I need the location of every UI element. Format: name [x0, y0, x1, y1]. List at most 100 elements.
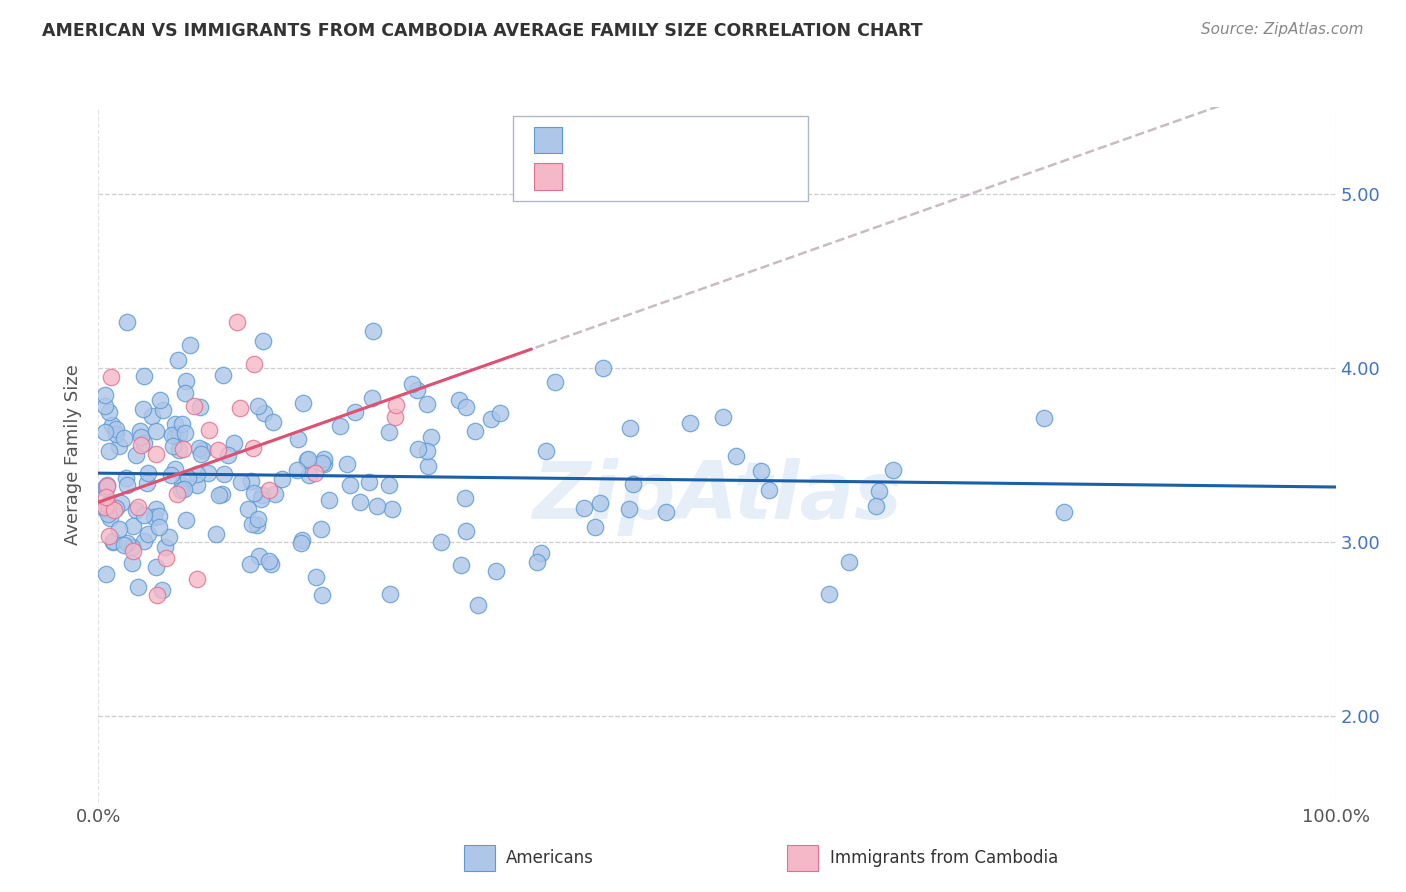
- Point: [621, 476, 644, 491]
- Point: [207, 443, 229, 458]
- Point: [318, 493, 340, 508]
- Point: [129, 429, 152, 443]
- Point: [177, 471, 200, 485]
- Point: [262, 415, 284, 429]
- Point: [536, 443, 558, 458]
- Point: [456, 524, 478, 538]
- Point: [149, 392, 172, 407]
- Point: [314, 457, 336, 471]
- Point: [297, 452, 319, 467]
- Point: [108, 439, 131, 453]
- Point: [260, 558, 283, 572]
- Text: N =: N =: [665, 168, 702, 186]
- Point: [679, 417, 702, 431]
- Point: [481, 412, 503, 426]
- Point: [143, 509, 166, 524]
- Point: [104, 422, 127, 436]
- Point: [592, 361, 614, 376]
- Point: [115, 536, 138, 550]
- Point: [136, 466, 159, 480]
- Point: [252, 334, 274, 349]
- Point: [115, 478, 138, 492]
- Point: [225, 315, 247, 329]
- Point: [134, 508, 156, 523]
- Point: [655, 505, 678, 519]
- Point: [406, 383, 429, 397]
- Point: [160, 428, 183, 442]
- Point: [170, 478, 193, 492]
- Point: [526, 555, 548, 569]
- Point: [94, 481, 117, 495]
- Point: [96, 477, 118, 491]
- Point: [98, 529, 121, 543]
- Point: [170, 483, 193, 498]
- Point: [93, 500, 115, 514]
- Point: [97, 498, 120, 512]
- Point: [125, 448, 148, 462]
- Point: [430, 535, 453, 549]
- Point: [148, 509, 170, 524]
- Point: [530, 546, 553, 560]
- Point: [295, 453, 318, 467]
- Point: [153, 540, 176, 554]
- Point: [150, 582, 173, 597]
- Point: [98, 511, 121, 525]
- Point: [357, 475, 380, 489]
- Text: 27: 27: [693, 168, 723, 186]
- Point: [93, 388, 115, 402]
- Point: [378, 587, 401, 601]
- Text: 0.428: 0.428: [600, 168, 652, 186]
- Point: [304, 466, 326, 480]
- Point: [174, 513, 197, 527]
- Point: [122, 519, 145, 533]
- Point: [157, 530, 180, 544]
- Point: [172, 417, 194, 432]
- Point: [179, 338, 201, 352]
- Point: [344, 405, 367, 419]
- Point: [271, 472, 294, 486]
- Point: [93, 399, 115, 413]
- Point: [583, 519, 606, 533]
- Point: [110, 496, 132, 510]
- Point: [93, 501, 115, 516]
- Point: [127, 580, 149, 594]
- Point: [169, 427, 191, 442]
- Point: [239, 558, 262, 572]
- Point: [311, 456, 333, 470]
- Point: [377, 425, 399, 439]
- Point: [456, 400, 478, 414]
- Point: [152, 403, 174, 417]
- Point: [167, 352, 190, 367]
- Point: [298, 468, 321, 483]
- Point: [250, 492, 273, 507]
- Point: [188, 400, 211, 414]
- Point: [240, 517, 263, 532]
- Point: [174, 374, 197, 388]
- Point: [100, 418, 122, 433]
- Point: [173, 386, 195, 401]
- Point: [574, 500, 596, 515]
- Point: [242, 357, 264, 371]
- Point: [349, 495, 371, 509]
- Point: [263, 487, 285, 501]
- Point: [385, 398, 408, 412]
- Point: [250, 488, 273, 502]
- Point: [174, 425, 197, 440]
- Point: [208, 488, 231, 502]
- Point: [366, 499, 388, 513]
- Point: [211, 487, 233, 501]
- Point: [121, 540, 143, 554]
- Point: [162, 439, 184, 453]
- Point: [292, 396, 315, 410]
- Point: [229, 475, 252, 490]
- Point: [98, 405, 121, 419]
- Point: [360, 391, 382, 405]
- Point: [167, 443, 190, 458]
- Point: [112, 538, 135, 552]
- Point: [186, 467, 208, 481]
- Point: [290, 535, 312, 549]
- Point: [186, 573, 208, 587]
- Point: [329, 419, 352, 434]
- Point: [160, 468, 183, 483]
- Text: AMERICAN VS IMMIGRANTS FROM CAMBODIA AVERAGE FAMILY SIZE CORRELATION CHART: AMERICAN VS IMMIGRANTS FROM CAMBODIA AVE…: [42, 22, 922, 40]
